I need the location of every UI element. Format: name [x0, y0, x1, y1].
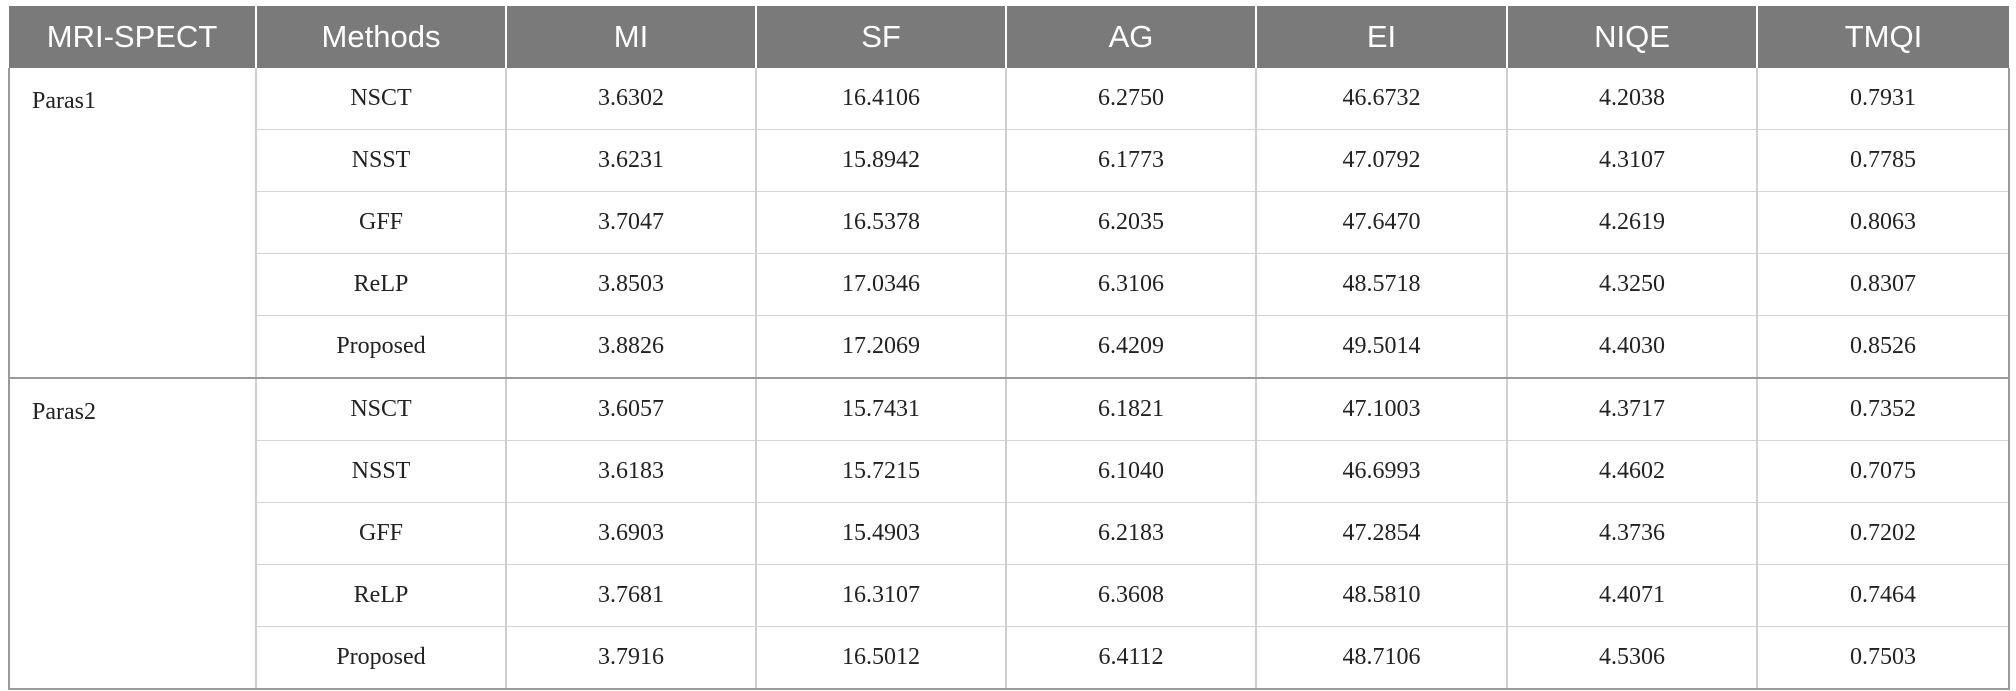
method-cell: GFF — [255, 502, 506, 565]
header-sf: SF — [755, 6, 1006, 68]
ag-cell: 6.4209 — [1005, 315, 1256, 379]
tmqi-cell: 0.8307 — [1756, 253, 2010, 316]
table-row: NSST 3.6231 15.8942 6.1773 47.0792 4.3107 0.77… — [9, 129, 2010, 192]
tmqi-cell: 0.8526 — [1756, 315, 2010, 379]
sf-cell: 16.3107 — [755, 564, 1006, 627]
niqe-cell: 4.2038 — [1506, 68, 1757, 130]
tmqi-cell: 0.7352 — [1756, 378, 2010, 441]
niqe-cell: 4.3107 — [1506, 129, 1757, 192]
ei-cell: 47.1003 — [1255, 378, 1507, 441]
group-label: Paras1 — [8, 68, 256, 379]
niqe-cell: 4.4030 — [1506, 315, 1757, 379]
tmqi-cell: 0.7464 — [1756, 564, 2010, 627]
sf-cell: 17.0346 — [755, 253, 1006, 316]
mi-cell: 3.6231 — [505, 129, 756, 192]
ei-cell: 47.2854 — [1255, 502, 1507, 565]
ag-cell: 6.3608 — [1005, 564, 1256, 627]
niqe-cell: 4.3250 — [1506, 253, 1757, 316]
table-header: MRI-SPECT Methods MI SF AG EI NIQE TMQI — [9, 6, 2009, 68]
method-cell: ReLP — [255, 564, 506, 627]
mi-cell: 3.7916 — [505, 626, 756, 690]
tmqi-cell: 0.7075 — [1756, 440, 2010, 503]
ag-cell: 6.1040 — [1005, 440, 1256, 503]
sf-cell: 16.4106 — [755, 68, 1006, 130]
results-table: MRI-SPECT Methods MI SF AG EI NIQE TMQI … — [8, 6, 2010, 690]
mi-cell: 3.6903 — [505, 502, 756, 565]
sf-cell: 16.5378 — [755, 191, 1006, 254]
mi-cell: 3.7681 — [505, 564, 756, 627]
ei-cell: 47.0792 — [1255, 129, 1507, 192]
mi-cell: 3.6057 — [505, 378, 756, 441]
tmqi-cell: 0.7931 — [1756, 68, 2010, 130]
group-label: Paras2 — [8, 378, 256, 690]
mi-cell: 3.8826 — [505, 315, 756, 379]
niqe-cell: 4.3717 — [1506, 378, 1757, 441]
header-row: MRI-SPECT Methods MI SF AG EI NIQE TMQI — [9, 6, 2009, 68]
header-methods: Methods — [255, 6, 506, 68]
ag-cell: 6.2183 — [1005, 502, 1256, 565]
niqe-cell: 4.4602 — [1506, 440, 1757, 503]
mi-cell: 3.6302 — [505, 68, 756, 130]
sf-cell: 15.7431 — [755, 378, 1006, 441]
method-cell: GFF — [255, 191, 506, 254]
tmqi-cell: 0.7202 — [1756, 502, 2010, 565]
sf-cell: 17.2069 — [755, 315, 1006, 379]
ag-cell: 6.4112 — [1005, 626, 1256, 690]
header-ei: EI — [1255, 6, 1507, 68]
ag-cell: 6.1773 — [1005, 129, 1256, 192]
results-table-container: MRI-SPECT Methods MI SF AG EI NIQE TMQI … — [8, 6, 2010, 690]
table-row: NSST 3.6183 15.7215 6.1040 46.6993 4.4602 0.70… — [9, 440, 2010, 503]
table-row: Proposed 3.8826 17.2069 6.4209 49.5014 4.4030… — [9, 315, 2010, 379]
niqe-cell: 4.3736 — [1506, 502, 1757, 565]
header-tmqi: TMQI — [1756, 6, 2009, 68]
sf-cell: 15.4903 — [755, 502, 1006, 565]
table-row: ReLP 3.7681 16.3107 6.3608 48.5810 4.4071 0.74… — [9, 564, 2010, 627]
niqe-cell: 4.5306 — [1506, 626, 1757, 690]
table-body: Paras1 NSCT 3.6302 16.4106 6.2750 46.6732 4.20… — [8, 68, 2010, 690]
sf-cell: 15.7215 — [755, 440, 1006, 503]
tmqi-cell: 0.8063 — [1756, 191, 2010, 254]
header-mri-spect: MRI-SPECT — [9, 6, 256, 68]
sf-cell: 16.5012 — [755, 626, 1006, 690]
mi-cell: 3.8503 — [505, 253, 756, 316]
table-row: Paras2 NSCT 3.6057 15.7431 6.1821 47.1003 4.37… — [8, 378, 2010, 690]
table-row: Paras1 NSCT 3.6302 16.4106 6.2750 46.6732 4.20… — [8, 68, 2010, 379]
method-cell: NSST — [255, 129, 506, 192]
ei-cell: 48.7106 — [1255, 626, 1507, 690]
tmqi-cell: 0.7503 — [1756, 626, 2010, 690]
ag-cell: 6.2750 — [1005, 68, 1256, 130]
method-cell: NSST — [255, 440, 506, 503]
method-cell: ReLP — [255, 253, 506, 316]
ei-cell: 49.5014 — [1255, 315, 1507, 379]
ei-cell: 48.5718 — [1255, 253, 1507, 316]
tmqi-cell: 0.7785 — [1756, 129, 2010, 192]
table-row: ReLP 3.8503 17.0346 6.3106 48.5718 4.3250 0.83… — [9, 253, 2010, 316]
ei-cell: 46.6732 — [1255, 68, 1507, 130]
method-cell: Proposed — [255, 626, 506, 690]
ei-cell: 48.5810 — [1255, 564, 1507, 627]
mi-cell: 3.7047 — [505, 191, 756, 254]
header-niqe: NIQE — [1506, 6, 1757, 68]
niqe-cell: 4.2619 — [1506, 191, 1757, 254]
ag-cell: 6.1821 — [1005, 378, 1256, 441]
table-row: GFF 3.7047 16.5378 6.2035 47.6470 4.2619 0.806… — [9, 191, 2010, 254]
table-row: Proposed 3.7916 16.5012 6.4112 48.7106 4.5306… — [9, 626, 2010, 690]
ag-cell: 6.3106 — [1005, 253, 1256, 316]
method-cell: Proposed — [255, 315, 506, 379]
header-mi: MI — [505, 6, 756, 68]
method-cell: NSCT — [255, 68, 506, 130]
table-row: GFF 3.6903 15.4903 6.2183 47.2854 4.3736 0.720… — [9, 502, 2010, 565]
method-cell: NSCT — [255, 378, 506, 441]
mi-cell: 3.6183 — [505, 440, 756, 503]
niqe-cell: 4.4071 — [1506, 564, 1757, 627]
header-ag: AG — [1005, 6, 1256, 68]
ei-cell: 47.6470 — [1255, 191, 1507, 254]
sf-cell: 15.8942 — [755, 129, 1006, 192]
ei-cell: 46.6993 — [1255, 440, 1507, 503]
ag-cell: 6.2035 — [1005, 191, 1256, 254]
